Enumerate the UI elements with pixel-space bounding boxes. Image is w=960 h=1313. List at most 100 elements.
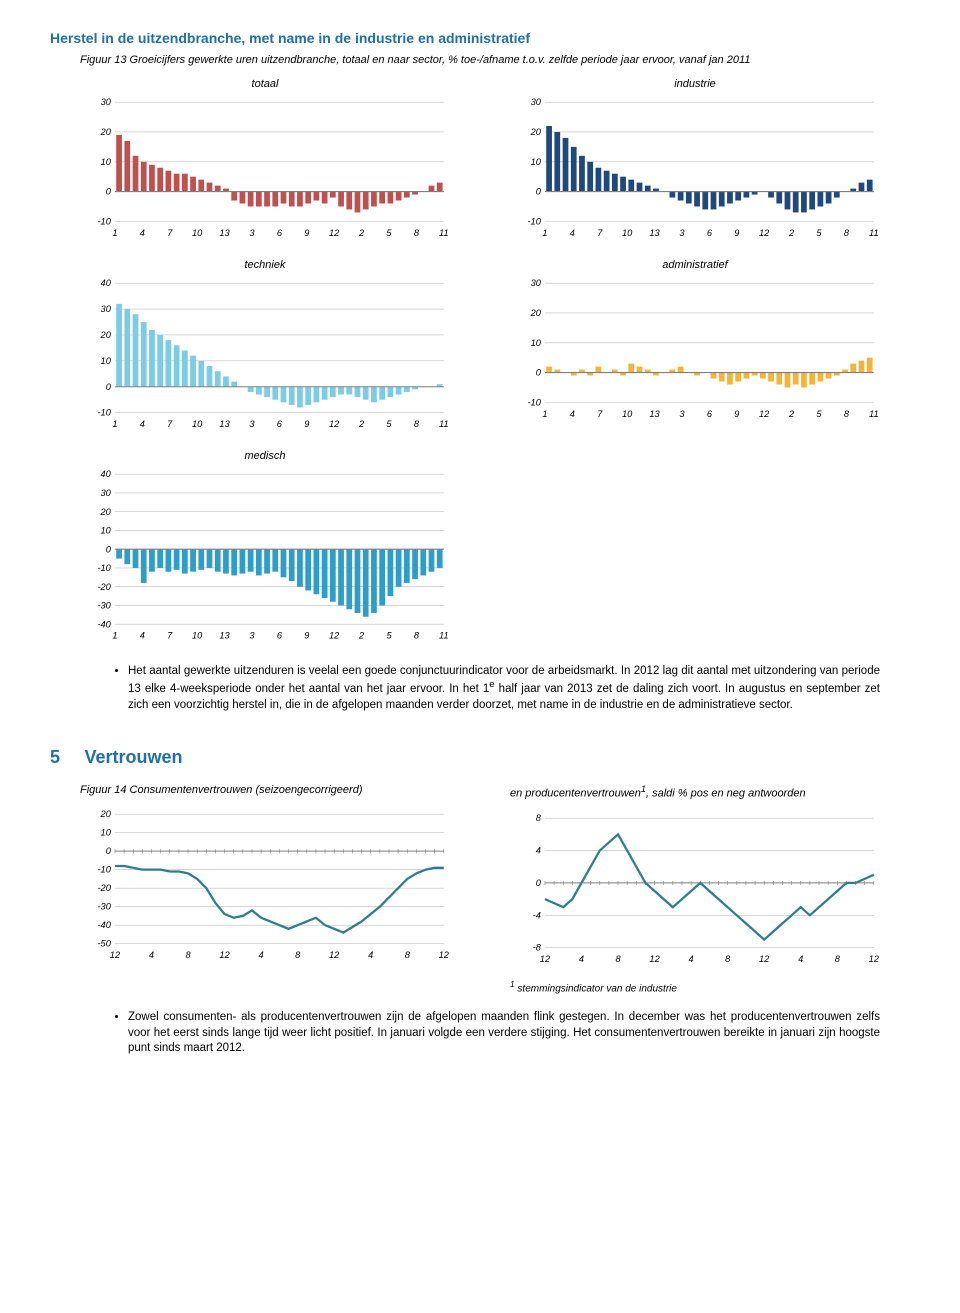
svg-text:10: 10 (101, 157, 112, 167)
section-title: Vertrouwen (84, 747, 182, 767)
svg-text:6: 6 (277, 631, 283, 641)
svg-text:20: 20 (100, 507, 112, 517)
svg-text:13: 13 (649, 409, 660, 419)
svg-text:7: 7 (167, 419, 173, 429)
svg-text:0: 0 (106, 544, 112, 554)
chart-title-administratief: administratief (510, 259, 880, 271)
svg-text:20: 20 (530, 127, 542, 137)
svg-text:-40: -40 (97, 619, 111, 629)
svg-text:12: 12 (869, 954, 879, 964)
svg-text:0: 0 (536, 878, 542, 888)
figure-14-right-caption: en producentenvertrouwen1, saldi % pos e… (510, 784, 880, 800)
svg-text:5: 5 (386, 419, 392, 429)
svg-text:12: 12 (329, 950, 339, 960)
svg-text:3: 3 (249, 228, 255, 238)
svg-text:-8: -8 (533, 943, 542, 953)
chart-totaal: totaal -10010203014710133691225811 (80, 78, 450, 245)
svg-text:4: 4 (140, 631, 145, 641)
svg-text:2: 2 (788, 228, 794, 238)
svg-text:-10: -10 (97, 563, 111, 573)
svg-text:0: 0 (536, 368, 542, 378)
svg-text:8: 8 (414, 631, 420, 641)
svg-text:8: 8 (185, 950, 191, 960)
svg-text:3: 3 (679, 228, 685, 238)
chart-consument: Figuur 14 Consumentenvertrouwen (seizoen… (80, 778, 450, 994)
svg-text:10: 10 (192, 228, 203, 238)
chart-medisch: medisch -40-30-20-1001020304014710133691… (80, 450, 450, 648)
footnote-1: 1 stemmingsindicator van de industrie (510, 979, 880, 994)
svg-text:7: 7 (597, 409, 603, 419)
svg-text:6: 6 (707, 228, 713, 238)
svg-text:-4: -4 (533, 910, 541, 920)
svg-text:-20: -20 (97, 582, 111, 592)
svg-text:1: 1 (112, 631, 117, 641)
svg-text:5: 5 (386, 631, 392, 641)
svg-text:11: 11 (439, 419, 449, 429)
svg-text:12: 12 (110, 950, 120, 960)
svg-text:0: 0 (536, 187, 542, 197)
svg-text:8: 8 (295, 950, 301, 960)
svg-text:12: 12 (759, 228, 769, 238)
svg-text:4: 4 (570, 228, 575, 238)
svg-text:10: 10 (101, 828, 112, 838)
svg-text:4: 4 (259, 950, 264, 960)
chart-techniek: techniek -1001020304014710133691225811 (80, 259, 450, 436)
bullet-2: Zowel consumenten- als producentenvertro… (128, 1010, 880, 1057)
chart-title-techniek: techniek (80, 259, 450, 271)
chart-administratief: administratief -100102030147101336912258… (510, 259, 880, 436)
svg-text:10: 10 (192, 419, 203, 429)
svg-text:40: 40 (101, 469, 112, 479)
chart-industrie: industrie -10010203014710133691225811 (510, 78, 880, 245)
svg-text:-10: -10 (97, 408, 111, 418)
svg-text:30: 30 (531, 278, 542, 288)
svg-text:2: 2 (358, 419, 364, 429)
svg-text:9: 9 (304, 228, 309, 238)
svg-text:1: 1 (112, 419, 117, 429)
svg-text:12: 12 (759, 409, 769, 419)
figure-14-left-caption: Figuur 14 Consumentenvertrouwen (seizoen… (80, 784, 450, 796)
svg-text:10: 10 (622, 409, 633, 419)
svg-text:12: 12 (329, 631, 339, 641)
svg-text:12: 12 (439, 950, 449, 960)
svg-text:7: 7 (167, 631, 173, 641)
svg-text:8: 8 (844, 409, 850, 419)
svg-text:-10: -10 (97, 216, 111, 226)
svg-text:0: 0 (106, 382, 112, 392)
svg-text:4: 4 (579, 954, 584, 964)
svg-text:4: 4 (140, 419, 145, 429)
bullet-block-1: Het aantal gewerkte uitzenduren is veela… (110, 664, 880, 713)
svg-text:5: 5 (816, 409, 822, 419)
svg-text:6: 6 (277, 419, 283, 429)
svg-text:1: 1 (542, 409, 547, 419)
svg-text:6: 6 (707, 409, 713, 419)
svg-text:12: 12 (649, 954, 659, 964)
svg-text:8: 8 (615, 954, 621, 964)
section-5-header: 5 Vertrouwen (50, 747, 910, 768)
svg-text:30: 30 (531, 97, 542, 107)
svg-text:11: 11 (439, 631, 449, 641)
svg-text:-20: -20 (97, 883, 111, 893)
line-charts-grid: Figuur 14 Consumentenvertrouwen (seizoen… (80, 778, 880, 994)
svg-text:11: 11 (439, 228, 449, 238)
svg-text:12: 12 (329, 419, 339, 429)
svg-text:8: 8 (844, 228, 850, 238)
svg-text:3: 3 (249, 631, 255, 641)
bar-charts-grid: totaal -10010203014710133691225811 indus… (80, 78, 880, 648)
svg-text:9: 9 (734, 228, 739, 238)
svg-text:13: 13 (219, 228, 230, 238)
svg-text:10: 10 (531, 157, 542, 167)
svg-text:3: 3 (679, 409, 685, 419)
svg-text:2: 2 (358, 228, 364, 238)
bullet-block-2: Zowel consumenten- als producentenvertro… (110, 1010, 880, 1057)
svg-text:4: 4 (570, 409, 575, 419)
svg-text:8: 8 (405, 950, 411, 960)
svg-text:4: 4 (149, 950, 154, 960)
svg-text:30: 30 (101, 304, 112, 314)
svg-text:10: 10 (531, 338, 542, 348)
svg-text:10: 10 (101, 356, 112, 366)
svg-text:10: 10 (192, 631, 203, 641)
svg-text:6: 6 (277, 228, 283, 238)
bullet-1: Het aantal gewerkte uitzenduren is veela… (128, 664, 880, 713)
svg-text:12: 12 (540, 954, 550, 964)
svg-text:2: 2 (358, 631, 364, 641)
